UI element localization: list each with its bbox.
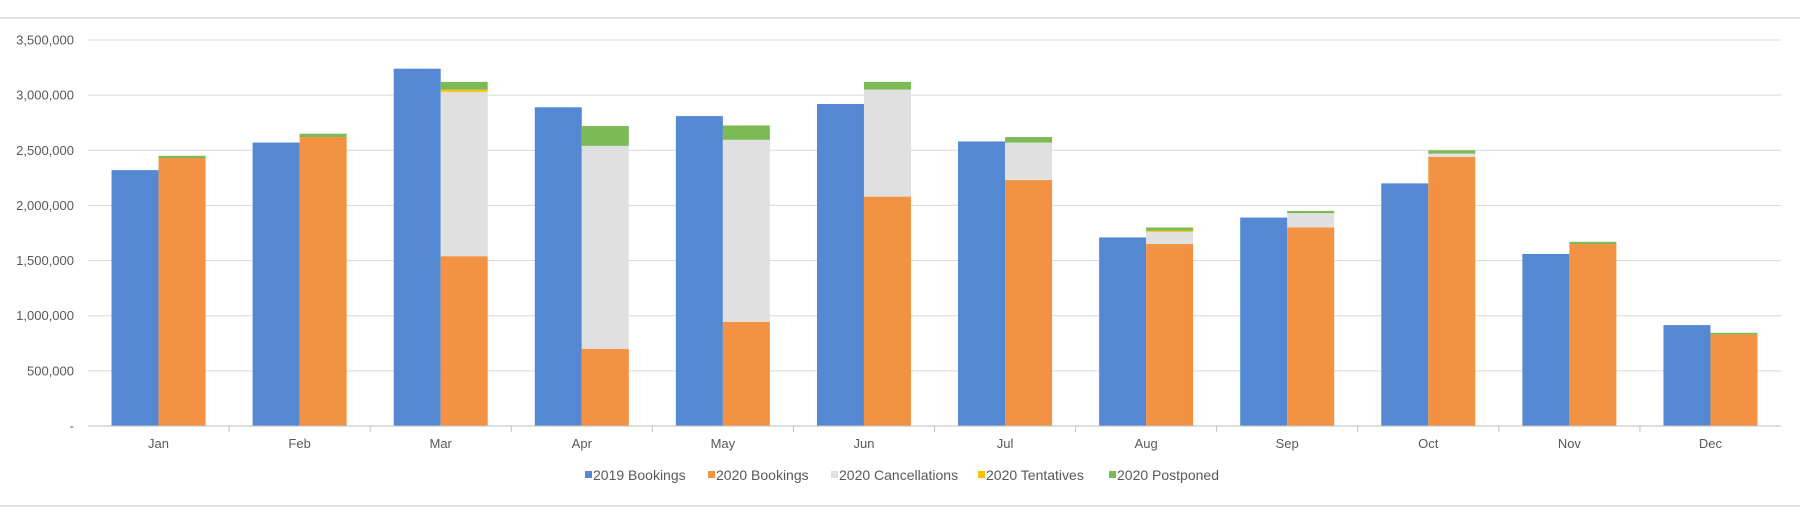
bar-2020-bookings <box>299 137 347 426</box>
bar-2020-cancellations <box>440 91 488 257</box>
legend-label: 2019 Bookings <box>593 467 686 483</box>
legend-swatch <box>831 471 838 478</box>
legend-swatch <box>708 471 715 478</box>
gridlines <box>88 39 1781 372</box>
legend-swatch <box>1109 471 1116 478</box>
legend-label: 2020 Cancellations <box>839 467 958 483</box>
bar-2020-cancellations <box>1287 213 1335 228</box>
bar-2020-cancellations <box>1146 231 1194 245</box>
bar-2020-bookings <box>1146 244 1194 426</box>
bar-2020-postponed <box>299 133 347 138</box>
bar-2019-bookings <box>816 103 864 427</box>
legend-label: 2020 Bookings <box>716 467 809 483</box>
bar-2020-postponed <box>1710 332 1758 335</box>
legend-label: 2020 Tentatives <box>986 467 1084 483</box>
bar-2020-tentatives <box>440 89 488 92</box>
bar-2020-bookings <box>581 348 629 426</box>
x-tick-label: Mar <box>430 436 453 451</box>
bar-2019-bookings <box>1240 217 1288 426</box>
bar-2019-bookings <box>534 107 582 426</box>
bar-2020-postponed <box>722 125 770 140</box>
bar-2020-cancellations <box>863 89 911 197</box>
x-axis: Jan Feb Mar Apr May Jun Jul Aug Sep Oct Nov Dec <box>88 425 1781 451</box>
bar-2020-postponed <box>1146 227 1194 231</box>
bar-2020-postponed <box>158 155 206 159</box>
x-tick-label: Jul <box>997 436 1014 451</box>
bar-2020-bookings <box>863 196 911 426</box>
y-tick-label: 3,000,000 <box>16 88 74 103</box>
bar-2020-tentatives <box>1146 230 1194 232</box>
bar-2020-bookings <box>1005 180 1053 426</box>
bar-2020-bookings <box>1569 244 1617 426</box>
x-tick-label: Jun <box>853 436 874 451</box>
y-tick-label: 3,500,000 <box>16 33 74 48</box>
y-axis: - 500,000 1,000,000 1,500,000 2,000,000 2,500… <box>16 33 74 434</box>
bar-2020-postponed <box>1287 210 1335 214</box>
bar-2020-postponed <box>1569 241 1617 245</box>
bar-2019-bookings <box>393 68 441 426</box>
y-tick-label: 1,500,000 <box>16 253 74 268</box>
bar-2020-bookings <box>158 158 206 426</box>
bar-2020-bookings <box>1428 156 1476 426</box>
legend-label: 2020 Postponed <box>1117 467 1219 483</box>
bar-2019-bookings <box>1099 237 1147 426</box>
y-tick-label: 1,000,000 <box>16 308 74 323</box>
y-tick-label: 2,000,000 <box>16 198 74 213</box>
y-tick-label: 2,500,000 <box>16 143 74 158</box>
bar-2020-bookings <box>1287 227 1335 426</box>
bar-2020-postponed <box>440 81 488 90</box>
legend-swatch <box>978 471 985 478</box>
bar-2019-bookings <box>111 170 159 426</box>
bar-2020-bookings <box>440 256 488 426</box>
bar-2020-postponed <box>581 126 629 146</box>
x-tick-label: Oct <box>1418 436 1439 451</box>
bar-2020-cancellations <box>1428 153 1476 157</box>
legend-swatch <box>585 471 592 478</box>
bar-2019-bookings <box>1663 325 1711 426</box>
bar-2019-bookings <box>1522 253 1570 426</box>
bar-2020-cancellations <box>722 139 770 322</box>
x-tick-label: Aug <box>1135 436 1158 451</box>
bar-2019-bookings <box>252 142 300 426</box>
bar-2019-bookings <box>1381 183 1429 426</box>
bar-2020-cancellations <box>581 145 629 349</box>
x-tick-label: Jan <box>148 436 169 451</box>
bars <box>111 68 1758 427</box>
x-tick-label: May <box>711 436 736 451</box>
x-tick-label: Dec <box>1699 436 1723 451</box>
y-tick-label: 500,000 <box>27 363 74 378</box>
bar-2020-bookings <box>1710 334 1758 426</box>
y-tick-label: - <box>70 419 74 434</box>
bar-2020-postponed <box>1428 150 1476 154</box>
bar-2019-bookings <box>675 116 723 427</box>
legend: 2019 Bookings 2020 Bookings 2020 Cancellat… <box>585 467 1219 483</box>
bar-2020-bookings <box>722 321 770 426</box>
x-tick-label: Apr <box>572 436 593 451</box>
bar-2020-postponed <box>1005 137 1053 143</box>
x-tick-label: Nov <box>1558 436 1582 451</box>
bar-2020-cancellations <box>1005 142 1053 181</box>
bar-2019-bookings <box>958 141 1006 426</box>
bar-2020-postponed <box>863 81 911 90</box>
x-tick-label: Feb <box>288 436 310 451</box>
x-tick-label: Sep <box>1276 436 1299 451</box>
